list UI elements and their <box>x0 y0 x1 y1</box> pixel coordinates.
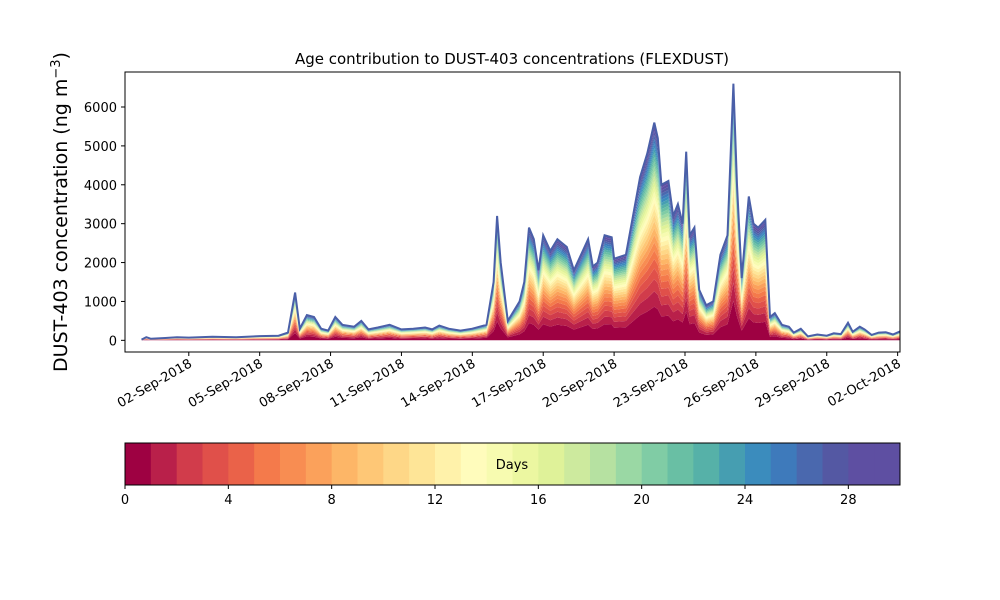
colorbar-segment <box>331 443 358 485</box>
age-band-6 <box>141 225 900 340</box>
y-axis-label: DUST-403 concentration (ng m−3) <box>49 52 72 372</box>
y-tick-label: 5000 <box>84 140 117 155</box>
y-tick-label: 1000 <box>84 295 117 310</box>
colorbar-segment <box>745 443 772 485</box>
x-tick-label: 14-Sep-2018 <box>399 356 479 411</box>
x-tick-label: 02-Oct-2018 <box>825 356 903 410</box>
colorbar-segment <box>615 443 643 485</box>
colorbar-tick-label: 28 <box>840 493 857 508</box>
x-tick-label: 17-Sep-2018 <box>469 356 549 411</box>
colorbar-segment <box>564 443 591 485</box>
age-band-3 <box>141 255 900 341</box>
colorbar-segment <box>254 443 281 485</box>
colorbar-tick-label: 0 <box>121 493 129 508</box>
colorbar-segment <box>693 443 720 485</box>
colorbar-segment <box>486 443 513 485</box>
colorbar-label: Days <box>496 458 529 473</box>
colorbar-segment <box>228 443 255 485</box>
colorbar-segment <box>538 443 565 485</box>
colorbar-segment <box>770 443 798 485</box>
colorbar-tick-label: 8 <box>328 493 336 508</box>
colorbar-tick-label: 24 <box>737 493 754 508</box>
x-tick-label: 02-Sep-2018 <box>115 356 195 411</box>
colorbar-segment <box>641 443 668 485</box>
colorbar-tick-label: 16 <box>530 493 547 508</box>
age-band-7 <box>141 216 900 340</box>
x-tick-label: 26-Sep-2018 <box>682 356 762 411</box>
x-tick-label: 20-Sep-2018 <box>540 356 620 411</box>
plot-frame <box>124 71 901 353</box>
colorbar-segment <box>176 443 203 485</box>
x-tick-label: 08-Sep-2018 <box>257 356 337 411</box>
x-tick-label: 11-Sep-2018 <box>328 356 408 411</box>
age-band-2 <box>141 268 900 341</box>
x-tick-label: 29-Sep-2018 <box>753 356 833 411</box>
colorbar <box>125 443 901 485</box>
colorbar-segment <box>874 443 901 485</box>
colorbar-segment <box>822 443 849 485</box>
y-tick-label: 6000 <box>84 101 117 116</box>
colorbar-segment <box>357 443 384 485</box>
colorbar-tick-label: 4 <box>224 493 232 508</box>
x-tick-label: 23-Sep-2018 <box>611 356 691 411</box>
x-axis: 02-Sep-201805-Sep-201808-Sep-201811-Sep-… <box>115 352 904 411</box>
age-band-1 <box>141 282 900 341</box>
y-tick-label: 2000 <box>84 257 117 272</box>
colorbar-segment <box>305 443 333 485</box>
age-band-5 <box>141 234 900 340</box>
colorbar-segment <box>409 443 436 485</box>
colorbar-segment <box>202 443 229 485</box>
y-tick-label: 3000 <box>84 218 117 233</box>
age-band-4 <box>141 244 900 341</box>
colorbar-segment <box>848 443 875 485</box>
colorbar-segment <box>460 443 488 485</box>
colorbar-segment <box>590 443 617 485</box>
y-tick-label: 4000 <box>84 179 117 194</box>
chart-title: Age contribution to DUST-403 concentrati… <box>295 50 729 68</box>
age-band-0 <box>141 300 900 341</box>
colorbar-segment <box>435 443 462 485</box>
colorbar-segment <box>512 443 539 485</box>
colorbar-ticks: 0 4 8 12 16 20 24 28 <box>121 485 857 508</box>
colorbar-segment <box>719 443 746 485</box>
colorbar-segment <box>796 443 823 485</box>
colorbar-segment <box>125 443 152 485</box>
colorbar-segment <box>150 443 178 485</box>
colorbar-frame <box>124 442 901 486</box>
y-axis: 0 1000 2000 3000 4000 5000 6000 <box>84 101 125 349</box>
x-tick-label: 05-Sep-2018 <box>186 356 266 411</box>
colorbar-segment <box>667 443 694 485</box>
y-tick-label: 0 <box>109 334 117 349</box>
plot-area <box>141 83 900 341</box>
total-series-line <box>141 83 900 341</box>
colorbar-segment <box>280 443 307 485</box>
colorbar-tick-label: 12 <box>427 493 444 508</box>
colorbar-segment <box>383 443 410 485</box>
colorbar-tick-label: 20 <box>633 493 650 508</box>
